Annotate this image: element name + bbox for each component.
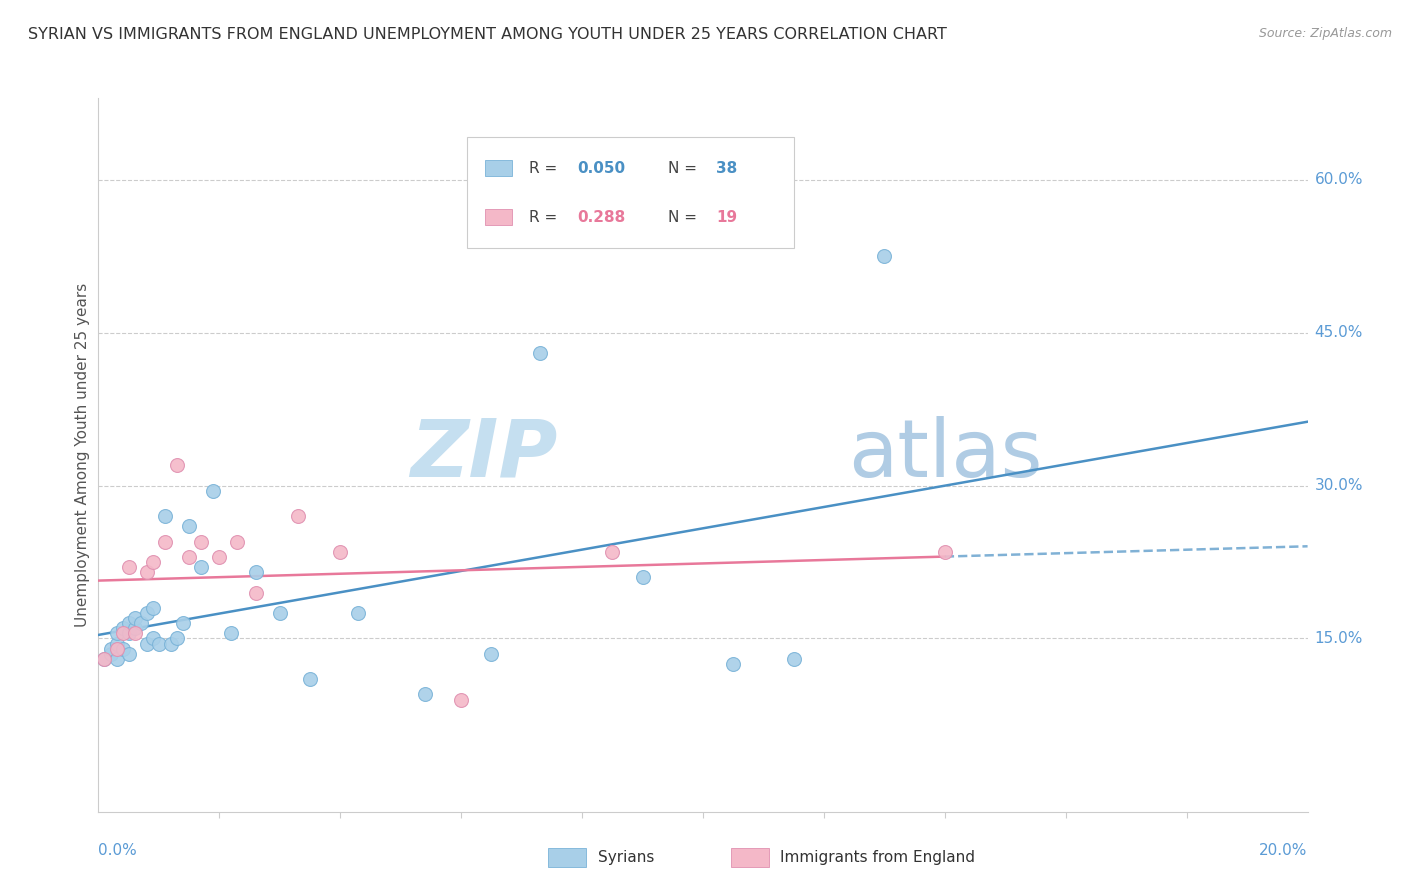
Text: 15.0%: 15.0% bbox=[1315, 631, 1362, 646]
Point bbox=[450, 692, 472, 706]
Point bbox=[208, 549, 231, 564]
Point bbox=[721, 657, 744, 671]
Point bbox=[135, 565, 157, 579]
Text: 30.0%: 30.0% bbox=[1315, 478, 1362, 493]
Text: 0.0%: 0.0% bbox=[98, 843, 138, 858]
Point bbox=[221, 626, 243, 640]
Text: Source: ZipAtlas.com: Source: ZipAtlas.com bbox=[1258, 27, 1392, 40]
Point bbox=[124, 626, 146, 640]
Text: N =: N = bbox=[668, 210, 702, 225]
Point bbox=[142, 632, 165, 646]
Point bbox=[347, 606, 370, 620]
Text: 45.0%: 45.0% bbox=[1315, 325, 1362, 340]
Point bbox=[129, 616, 152, 631]
Text: Immigrants from England: Immigrants from England bbox=[780, 850, 976, 865]
Point bbox=[105, 636, 128, 650]
Point bbox=[111, 626, 134, 640]
Point bbox=[782, 652, 804, 666]
Point bbox=[190, 534, 212, 549]
Point bbox=[105, 641, 128, 656]
Text: 0.288: 0.288 bbox=[578, 210, 626, 225]
Point bbox=[142, 555, 165, 569]
Point bbox=[529, 346, 551, 360]
Point bbox=[329, 545, 352, 559]
Point bbox=[153, 509, 176, 524]
Text: 19: 19 bbox=[716, 210, 737, 225]
Point bbox=[118, 647, 141, 661]
Text: N =: N = bbox=[668, 161, 702, 176]
Point bbox=[287, 509, 309, 524]
Point bbox=[299, 672, 322, 686]
Text: atlas: atlas bbox=[848, 416, 1042, 494]
Point bbox=[245, 585, 267, 599]
Point bbox=[142, 600, 165, 615]
Text: 0.050: 0.050 bbox=[578, 161, 626, 176]
Point bbox=[245, 565, 267, 579]
Point bbox=[269, 606, 291, 620]
Text: ZIP: ZIP bbox=[411, 416, 558, 494]
Point bbox=[118, 560, 141, 574]
Text: R =: R = bbox=[529, 210, 562, 225]
Point bbox=[413, 688, 436, 702]
Point bbox=[190, 560, 212, 574]
Point bbox=[135, 606, 157, 620]
Point bbox=[111, 641, 134, 656]
Point bbox=[934, 545, 956, 559]
Point bbox=[166, 632, 188, 646]
Point bbox=[148, 636, 170, 650]
Point bbox=[100, 641, 122, 656]
Point bbox=[124, 621, 146, 635]
Point bbox=[166, 458, 188, 472]
Point bbox=[105, 652, 128, 666]
Text: 60.0%: 60.0% bbox=[1315, 172, 1362, 187]
Point bbox=[177, 549, 201, 564]
Text: 20.0%: 20.0% bbox=[1260, 843, 1308, 858]
Point bbox=[118, 626, 141, 640]
Point bbox=[111, 621, 134, 635]
Point bbox=[118, 616, 141, 631]
Point bbox=[153, 534, 176, 549]
Text: R =: R = bbox=[529, 161, 562, 176]
Point bbox=[105, 626, 128, 640]
FancyBboxPatch shape bbox=[485, 161, 512, 177]
FancyBboxPatch shape bbox=[485, 209, 512, 225]
Point bbox=[177, 519, 201, 533]
Point bbox=[100, 647, 122, 661]
Text: 38: 38 bbox=[716, 161, 738, 176]
Text: Syrians: Syrians bbox=[598, 850, 654, 865]
Point bbox=[93, 652, 115, 666]
Text: SYRIAN VS IMMIGRANTS FROM ENGLAND UNEMPLOYMENT AMONG YOUTH UNDER 25 YEARS CORREL: SYRIAN VS IMMIGRANTS FROM ENGLAND UNEMPL… bbox=[28, 27, 948, 42]
Point bbox=[202, 483, 225, 498]
Point bbox=[93, 652, 115, 666]
Point bbox=[481, 647, 503, 661]
Point bbox=[226, 534, 249, 549]
Point bbox=[602, 545, 624, 559]
Point bbox=[160, 636, 183, 650]
Point bbox=[124, 611, 146, 625]
Point bbox=[135, 636, 157, 650]
Point bbox=[172, 616, 194, 631]
Point bbox=[873, 249, 896, 263]
Point bbox=[631, 570, 654, 584]
FancyBboxPatch shape bbox=[467, 137, 793, 248]
Y-axis label: Unemployment Among Youth under 25 years: Unemployment Among Youth under 25 years bbox=[75, 283, 90, 627]
